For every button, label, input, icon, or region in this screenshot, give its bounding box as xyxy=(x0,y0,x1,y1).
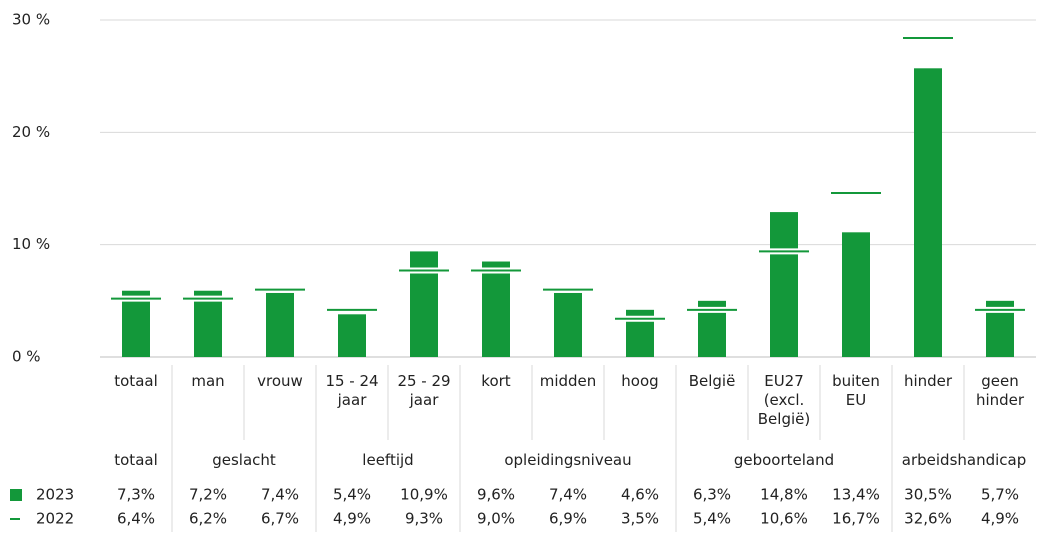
y-tick-label: 20 % xyxy=(12,123,50,141)
group-label: totaal xyxy=(114,451,158,469)
table-cell: 13,4% xyxy=(832,486,880,504)
table-cell: 6,3% xyxy=(693,486,731,504)
table-cell: 14,8% xyxy=(760,486,808,504)
table-cell: 5,4% xyxy=(333,486,371,504)
table-cell: 7,3% xyxy=(117,486,155,504)
y-tick-label: 30 % xyxy=(12,11,50,29)
table-cell: 4,6% xyxy=(621,486,659,504)
legend-label: 2023 xyxy=(36,486,74,504)
x-tick-label: België xyxy=(688,372,736,390)
bar xyxy=(410,251,438,357)
bar xyxy=(122,290,150,357)
table-cell: 9,6% xyxy=(477,486,515,504)
table-cell: 6,7% xyxy=(261,510,299,528)
table-cell: 6,4% xyxy=(117,510,155,528)
table-cell: 32,6% xyxy=(904,510,952,528)
legend-swatch xyxy=(10,489,22,501)
bar xyxy=(266,292,294,357)
y-tick-label: 0 % xyxy=(12,348,41,366)
x-tick-label: geen hinder xyxy=(975,372,1025,409)
table-cell: 16,7% xyxy=(832,510,880,528)
x-tick-label: man xyxy=(191,372,225,390)
table-cell: 4,9% xyxy=(981,510,1019,528)
table-cell: 9,3% xyxy=(405,510,443,528)
x-tick-label: midden xyxy=(539,372,597,390)
group-label: opleidingsniveau xyxy=(504,451,632,469)
y-tick-label: 10 % xyxy=(12,235,50,253)
x-tick-label: hoog xyxy=(621,372,659,390)
x-tick-label: buiten EU xyxy=(832,372,880,409)
group-label: geboorteland xyxy=(733,451,835,469)
bar xyxy=(842,232,870,357)
table-cell: 6,2% xyxy=(189,510,227,528)
x-tick-label: EU27 (excl. België) xyxy=(757,372,811,428)
table-cell: 30,5% xyxy=(904,486,952,504)
group-label: geslacht xyxy=(212,451,276,469)
bar xyxy=(194,290,222,357)
legend-label: 2022 xyxy=(36,510,74,528)
x-tick-label: 15 - 24 jaar xyxy=(325,372,379,409)
table-cell: 3,5% xyxy=(621,510,659,528)
table-cell: 6,9% xyxy=(549,510,587,528)
table-cell: 7,2% xyxy=(189,486,227,504)
table-cell: 10,9% xyxy=(400,486,448,504)
group-label: leeftijd xyxy=(362,451,414,469)
x-tick-label: hinder xyxy=(903,372,953,390)
table-cell: 4,9% xyxy=(333,510,371,528)
table-cell: 7,4% xyxy=(261,486,299,504)
table-cell: 7,4% xyxy=(549,486,587,504)
table-cell: 5,7% xyxy=(981,486,1019,504)
x-tick-label: kort xyxy=(481,372,511,390)
x-tick-label: totaal xyxy=(114,372,158,390)
group-label: arbeidshandicap xyxy=(901,451,1027,469)
table-cell: 10,6% xyxy=(760,510,808,528)
x-tick-label: vrouw xyxy=(257,372,303,390)
table-cell: 5,4% xyxy=(693,510,731,528)
bar xyxy=(914,68,942,357)
table-cell: 9,0% xyxy=(477,510,515,528)
bar xyxy=(770,212,798,357)
bar xyxy=(338,314,366,357)
bar xyxy=(482,261,510,357)
x-tick-label: 25 - 29 jaar xyxy=(397,372,451,409)
bar xyxy=(554,292,582,357)
